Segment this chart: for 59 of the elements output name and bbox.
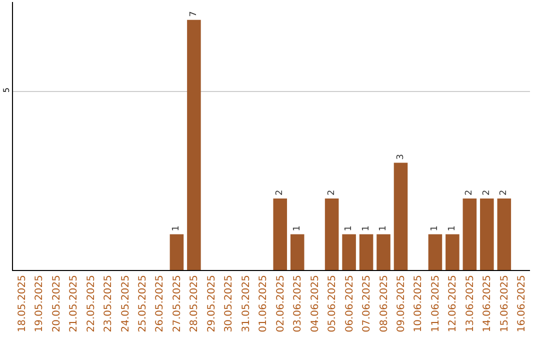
x-tick-label: 08.06.2025 <box>378 275 390 332</box>
data-label: 7 <box>188 11 199 17</box>
x-tick-label: 26.05.2025 <box>154 275 166 332</box>
x-tick-label: 07.06.2025 <box>362 275 373 332</box>
x-tick-label: 31.05.2025 <box>240 275 252 332</box>
data-label: 1 <box>430 226 440 232</box>
data-label: 1 <box>447 226 458 232</box>
x-tick-label: 24.05.2025 <box>120 275 132 332</box>
x-tick-label: 30.05.2025 <box>224 275 235 332</box>
data-label: 2 <box>464 190 475 196</box>
bar <box>170 234 184 270</box>
bar <box>342 234 356 270</box>
x-tick-label: 27.05.2025 <box>172 275 183 332</box>
data-label: 1 <box>344 226 354 232</box>
x-tick-label: 12.06.2025 <box>448 275 459 332</box>
bar <box>376 234 390 270</box>
x-tick-label: 16.06.2025 <box>516 275 528 332</box>
x-tick-label: 22.05.2025 <box>86 275 97 332</box>
data-label: 2 <box>275 190 286 196</box>
bar <box>428 234 442 270</box>
data-label: 1 <box>378 226 389 232</box>
x-tick-label: 25.05.2025 <box>138 275 148 332</box>
x-tick-label: 11.06.2025 <box>430 275 442 332</box>
data-label: 3 <box>396 154 406 160</box>
x-tick-label: 02.06.2025 <box>275 275 286 332</box>
data-label: 1 <box>361 226 372 232</box>
x-tick-label: 09.06.2025 <box>396 275 407 332</box>
x-tick-label: 14.06.2025 <box>482 275 494 332</box>
y-tick-label: 5 <box>2 88 11 93</box>
x-tick-label: 28.05.2025 <box>189 275 200 332</box>
bar <box>394 162 408 270</box>
data-label: 2 <box>482 190 492 196</box>
x-tick-label: 03.06.2025 <box>292 275 304 332</box>
data-label: 2 <box>326 190 337 196</box>
bar <box>446 234 460 270</box>
bar <box>462 198 477 270</box>
x-tick-label: 21.05.2025 <box>68 275 80 332</box>
x-tick-label: 01.06.2025 <box>258 275 270 332</box>
bar <box>273 198 288 270</box>
bar <box>497 198 512 270</box>
x-tick-label: 29.05.2025 <box>206 275 218 332</box>
x-tick-label: 18.05.2025 <box>16 275 28 332</box>
x-tick-label: 20.05.2025 <box>51 275 62 332</box>
x-tick-label: 10.06.2025 <box>413 275 424 332</box>
bar <box>324 198 339 270</box>
x-tick-label: 23.05.2025 <box>103 275 114 332</box>
x-tick-label: 15.06.2025 <box>499 275 510 332</box>
bar <box>290 234 304 270</box>
data-label: 1 <box>172 226 182 232</box>
data-label: 2 <box>499 190 510 196</box>
x-tick-label: 06.06.2025 <box>344 275 356 332</box>
x-tick-label: 05.06.2025 <box>327 275 338 332</box>
x-tick-label: 19.05.2025 <box>34 275 46 332</box>
x-tick-label: 13.06.2025 <box>464 275 476 332</box>
x-tick-label: 04.06.2025 <box>310 275 321 332</box>
data-label: 1 <box>292 226 302 232</box>
bar <box>359 234 374 270</box>
bar <box>187 20 201 270</box>
bar <box>480 198 494 270</box>
